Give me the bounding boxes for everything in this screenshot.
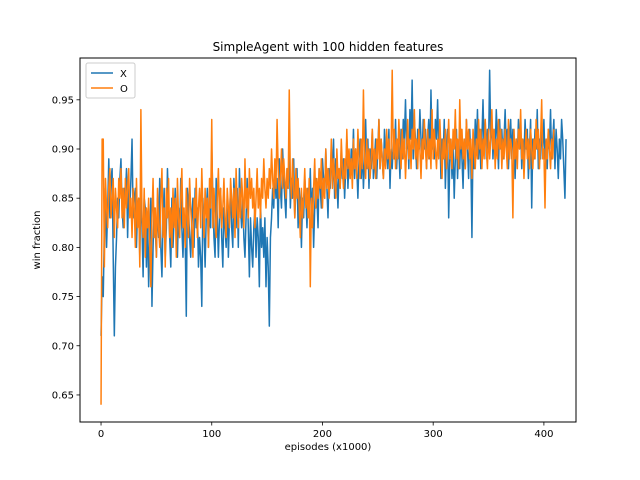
y-axis-label: win fraction bbox=[32, 211, 43, 270]
chart-title: SimpleAgent with 100 hidden features bbox=[213, 40, 444, 54]
y-tick-label: 0.85 bbox=[52, 194, 74, 205]
y-tick-label: 0.90 bbox=[52, 145, 74, 156]
x-tick-label: 100 bbox=[202, 429, 221, 440]
x-tick-label: 200 bbox=[313, 429, 332, 440]
x-tick-label: 300 bbox=[424, 429, 443, 440]
y-tick-label: 0.75 bbox=[52, 292, 74, 303]
legend: X O bbox=[85, 62, 136, 99]
y-tick-label: 0.65 bbox=[52, 390, 74, 401]
y-axis: 0.65 0.70 0.75 0.80 0.85 0.90 0.95 bbox=[52, 95, 80, 401]
plot-area bbox=[79, 57, 577, 423]
x-axis-label: episodes (x1000) bbox=[285, 442, 372, 453]
series-group bbox=[100, 69, 567, 405]
plot-frame bbox=[79, 57, 577, 423]
x-tick-label: 400 bbox=[534, 429, 553, 440]
legend-label-o: O bbox=[120, 84, 128, 95]
y-tick-label: 0.80 bbox=[52, 243, 74, 254]
legend-label-x: X bbox=[120, 69, 127, 80]
y-tick-label: 0.95 bbox=[52, 95, 74, 106]
x-tick-label: 0 bbox=[98, 429, 104, 440]
series-line-o bbox=[100, 69, 555, 405]
x-axis: 0 100 200 300 400 bbox=[98, 422, 553, 440]
legend-box bbox=[85, 62, 136, 99]
y-tick-label: 0.70 bbox=[52, 341, 74, 352]
